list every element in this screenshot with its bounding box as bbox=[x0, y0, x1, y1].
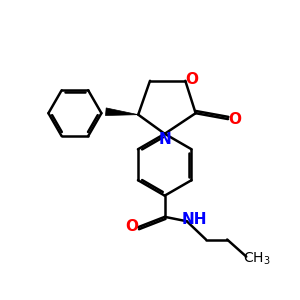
Polygon shape bbox=[106, 108, 138, 116]
Text: O: O bbox=[185, 72, 198, 87]
Text: N: N bbox=[158, 132, 171, 147]
Text: NH: NH bbox=[182, 212, 207, 227]
Text: O: O bbox=[228, 112, 241, 127]
Text: O: O bbox=[125, 219, 138, 234]
Text: CH$_3$: CH$_3$ bbox=[243, 251, 270, 267]
